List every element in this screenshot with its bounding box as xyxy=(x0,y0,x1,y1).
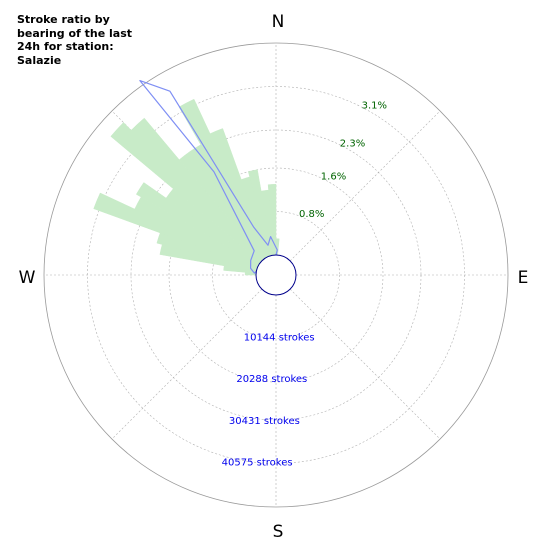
grid-ring-1 xyxy=(168,167,384,383)
stroke-tick-labels: 10144 strokes 20288 strokes 30431 strokes 4… xyxy=(222,333,315,469)
grid-spoke-225 xyxy=(111,288,263,440)
chart-title: Stroke ratio by bearing of the last 24h … xyxy=(17,13,133,67)
stroke-tick-label-0: 10144 strokes xyxy=(244,333,315,344)
grid-spoke-135 xyxy=(289,288,441,440)
stroke-tick-label-2: 30431 strokes xyxy=(229,416,300,427)
polar-grid xyxy=(43,42,509,508)
grid-spoke-45 xyxy=(289,110,441,262)
stroke-count-line xyxy=(139,79,278,274)
ratio-tick-label-1: 1.6% xyxy=(321,171,346,182)
ratio-bars xyxy=(93,98,280,276)
direction-label-w: W xyxy=(19,268,36,288)
grid-outer-ring xyxy=(43,42,509,508)
ratio-tick-label-2: 2.3% xyxy=(340,138,365,149)
stroke-line-layer xyxy=(139,79,278,274)
stroke-tick-label-3: 40575 strokes xyxy=(222,458,293,469)
center-circle xyxy=(255,254,297,296)
ratio-tick-labels: 0.8% 1.6% 2.3% 3.1% xyxy=(299,101,387,220)
direction-label-s: S xyxy=(273,522,284,542)
ratio-tick-label-0: 0.8% xyxy=(299,209,324,220)
direction-label-e: E xyxy=(518,268,529,288)
direction-label-n: N xyxy=(272,12,285,32)
grid-ring-0 xyxy=(212,211,340,339)
ratio-tick-label-3: 3.1% xyxy=(362,101,387,112)
stroke-tick-label-1: 20288 strokes xyxy=(236,374,307,385)
